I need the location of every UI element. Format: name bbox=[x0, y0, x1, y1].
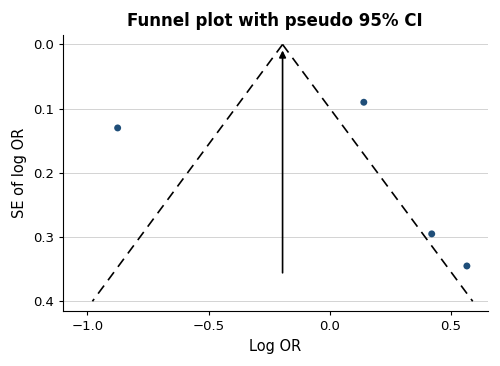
Title: Funnel plot with pseudo 95% CI: Funnel plot with pseudo 95% CI bbox=[128, 12, 423, 30]
X-axis label: Log OR: Log OR bbox=[249, 339, 302, 354]
Point bbox=[114, 125, 122, 131]
Y-axis label: SE of log OR: SE of log OR bbox=[12, 128, 28, 218]
Point bbox=[463, 263, 471, 269]
Point bbox=[428, 231, 436, 237]
Point bbox=[360, 99, 368, 105]
